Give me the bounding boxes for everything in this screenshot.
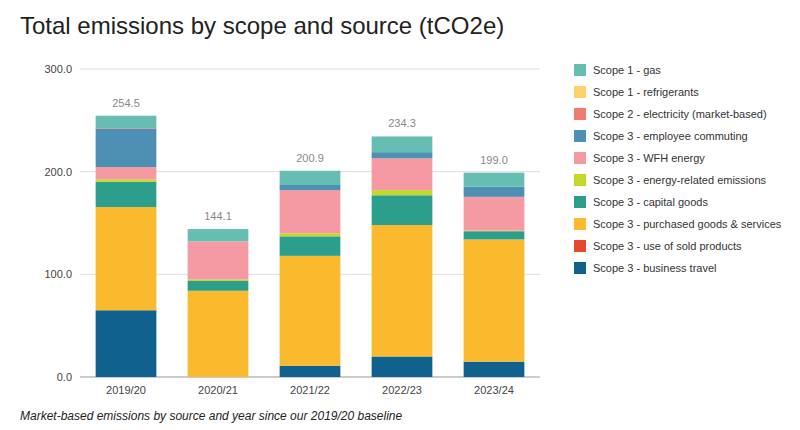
bar-segment	[372, 152, 433, 158]
bar-segment	[464, 197, 525, 231]
bar-segment	[372, 356, 433, 377]
legend-swatch	[574, 240, 586, 252]
total-label: 234.3	[388, 117, 416, 129]
bar-segment	[96, 129, 157, 168]
y-tick-label: 200.0	[44, 166, 72, 178]
legend-swatch	[574, 174, 586, 186]
bar-segment	[96, 310, 157, 377]
caption: Market-based emissions by source and yea…	[20, 409, 403, 423]
bar-segment	[464, 362, 525, 377]
legend-label: Scope 3 - business travel	[593, 262, 717, 274]
legend-label: Scope 3 - WFH energy	[593, 152, 705, 164]
total-label: 199.0	[480, 154, 508, 166]
bar-segment	[96, 116, 157, 128]
legend-swatch	[574, 262, 586, 274]
bar-segment	[372, 190, 433, 195]
legend-label: Scope 3 - purchased goods & services	[593, 218, 782, 230]
legend-swatch	[574, 130, 586, 142]
bar-segment	[372, 195, 433, 225]
bar-segment	[280, 256, 341, 366]
bar-segment	[280, 190, 341, 233]
x-tick-label: 2019/20	[106, 384, 146, 396]
grid-line	[80, 69, 540, 70]
y-tick-label: 0.0	[57, 371, 72, 383]
legend-label: Scope 3 - capital goods	[593, 196, 708, 208]
bar-segment	[280, 233, 341, 236]
bar-segment	[464, 239, 525, 361]
x-tick-label: 2021/22	[290, 384, 330, 396]
bar-segment	[96, 179, 157, 182]
legend-label: Scope 1 - gas	[593, 64, 661, 76]
bar-segment	[96, 167, 157, 179]
title: Total emissions by scope and source (tCO…	[20, 12, 504, 39]
legend-swatch	[574, 196, 586, 208]
bar-segment	[96, 182, 157, 207]
y-tick-label: 100.0	[44, 268, 72, 280]
total-label: 254.5	[112, 97, 140, 109]
legend-label: Scope 3 - employee commuting	[593, 130, 748, 142]
bar-segment	[188, 291, 249, 377]
bar-segment	[188, 229, 249, 241]
legend-swatch	[574, 108, 586, 120]
legend-label: Scope 1 - refrigerants	[593, 86, 699, 98]
legend-label: Scope 2 - electricity (market-based)	[593, 108, 767, 120]
bar-segment	[372, 158, 433, 190]
legend-swatch	[574, 86, 586, 98]
bar-segment	[464, 231, 525, 239]
y-axis-line	[80, 69, 81, 377]
bar-segment	[188, 241, 249, 279]
bar-segment	[188, 281, 249, 291]
legend-swatch	[574, 152, 586, 164]
legend-label: Scope 3 - energy-related emissions	[593, 174, 767, 186]
bar-segment	[464, 187, 525, 197]
total-label: 144.1	[204, 210, 232, 222]
bar-segment	[188, 279, 249, 281]
legend-swatch	[574, 218, 586, 230]
total-label: 200.9	[296, 152, 324, 164]
legend-label: Scope 3 - use of sold products	[593, 240, 742, 252]
bar-segment	[280, 171, 341, 185]
x-tick-label: 2020/21	[198, 384, 238, 396]
chart: Total emissions by scope and source (tCO…	[0, 0, 800, 430]
bar-segment	[280, 236, 341, 256]
legend-swatch	[574, 64, 586, 76]
bar-segment	[96, 207, 157, 310]
x-tick-label: 2023/24	[474, 384, 514, 396]
y-tick-label: 300.0	[44, 63, 72, 75]
bar-segment	[372, 225, 433, 356]
x-tick-label: 2022/23	[382, 384, 422, 396]
bars	[96, 116, 525, 377]
bar-segment	[280, 185, 341, 190]
bar-segment	[280, 366, 341, 377]
bar-segment	[372, 136, 433, 152]
bar-segment	[464, 173, 525, 187]
